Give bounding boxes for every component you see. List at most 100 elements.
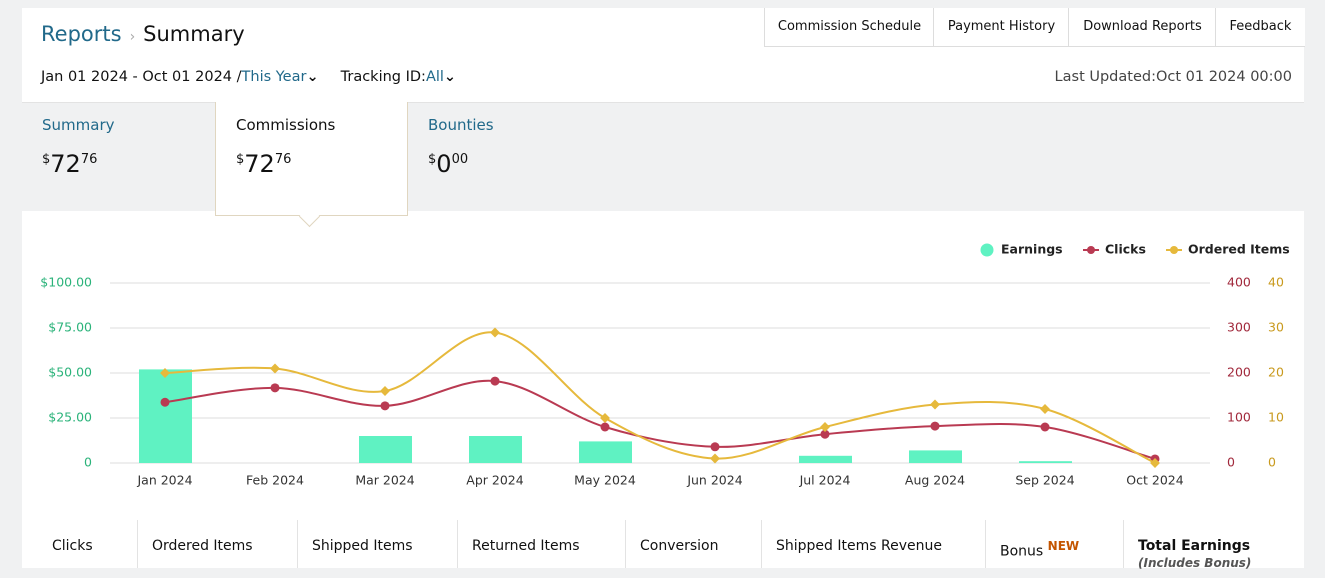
point	[270, 363, 280, 374]
card-label: Bounties	[428, 116, 494, 134]
y3-tick-label: 0	[1268, 455, 1276, 470]
point	[1040, 422, 1050, 432]
currency: $	[236, 152, 245, 167]
period-select[interactable]: This Year	[241, 69, 307, 85]
total-label: Total Earnings	[1138, 538, 1251, 554]
point	[490, 327, 500, 338]
y3-tick-label: 20	[1268, 365, 1284, 380]
point	[820, 422, 830, 432]
card-amount: $7276	[42, 150, 97, 178]
card-label: Summary	[42, 116, 115, 134]
table-header: Shipped Items Revenue	[762, 520, 986, 568]
x-tick-label: Sep 2024	[1015, 473, 1074, 488]
toolbar-button[interactable]: Payment History	[933, 8, 1069, 47]
table-header: Shipped Items	[298, 520, 458, 568]
table-header: Total Earnings (Includes Bonus)	[1124, 520, 1304, 570]
point	[710, 442, 720, 452]
point	[1040, 404, 1050, 414]
x-tick-label: Jul 2024	[799, 473, 851, 488]
point	[600, 422, 610, 432]
table-header: Ordered Items	[138, 520, 298, 568]
y2-tick-label: 200	[1227, 365, 1251, 380]
x-tick-label: Mar 2024	[355, 473, 414, 488]
y2-tick-label: 0	[1227, 455, 1235, 470]
legend-swatch	[980, 243, 994, 257]
point	[600, 413, 610, 423]
panel	[22, 8, 1304, 568]
bonus-label: Bonus	[1000, 543, 1044, 560]
card-amount: $000	[428, 150, 468, 178]
bar	[359, 436, 412, 463]
legend-label: Clicks	[1105, 242, 1146, 257]
card[interactable]: Summary $7276	[22, 102, 215, 216]
x-tick-label: Jun 2024	[686, 473, 742, 488]
currency: $	[42, 152, 51, 167]
toolbar-button[interactable]: Commission Schedule	[764, 8, 934, 47]
card[interactable]: Bounties $000	[408, 102, 601, 216]
point	[820, 429, 830, 439]
bar	[799, 455, 852, 463]
tracking-select[interactable]: All	[425, 69, 444, 85]
cents: 00	[451, 152, 469, 167]
bar	[469, 436, 522, 463]
legend-swatch	[1170, 246, 1178, 254]
legend-swatch	[1087, 246, 1095, 254]
chart: 0 $25.00 $50.00 $75.00 $100.00 0 100 200 300 400 0…	[40, 242, 1290, 488]
y2-tick-label: 300	[1227, 320, 1251, 335]
point	[160, 397, 170, 407]
breadcrumb: Reports › Summary	[41, 22, 245, 46]
toolbar-button[interactable]: Download Reports	[1068, 8, 1216, 47]
point	[380, 401, 390, 411]
y-tick-label: $75.00	[48, 320, 92, 335]
point	[270, 383, 280, 393]
card-label: Commissions	[236, 116, 336, 134]
x-tick-label: Oct 2024	[1126, 473, 1183, 488]
date-range: Jan 01 2024 - Oct 01 2024 /	[41, 69, 242, 85]
y3-tick-label: 30	[1268, 320, 1284, 335]
bar	[1019, 461, 1072, 463]
legend-label: Ordered Items	[1188, 242, 1290, 257]
y2-tick-label: 100	[1227, 410, 1251, 425]
y-tick-label: $100.00	[40, 275, 92, 290]
point	[1150, 458, 1160, 468]
x-tick-label: Jan 2024	[136, 473, 192, 488]
point	[160, 368, 170, 378]
page-title: Summary	[143, 22, 245, 46]
line	[164, 379, 1156, 460]
currency: $	[428, 152, 437, 167]
y2-tick-label: 400	[1227, 275, 1251, 290]
point	[490, 376, 500, 386]
point	[930, 421, 940, 431]
breadcrumb-link[interactable]: Reports	[41, 22, 122, 46]
table-header: Conversion	[626, 520, 762, 568]
table-header: Bonus NEW	[986, 520, 1124, 568]
table-header: Returned Items	[458, 520, 626, 568]
x-tick-label: Feb 2024	[246, 473, 304, 488]
legend-label: Earnings	[1001, 242, 1063, 257]
point	[930, 399, 940, 410]
point	[710, 453, 720, 464]
total-note: (Includes Bonus)	[1138, 556, 1252, 570]
card-amount: $7276	[236, 150, 291, 178]
table-header: Clicks	[38, 520, 138, 568]
x-tick-label: May 2024	[574, 473, 636, 488]
bar	[139, 369, 192, 463]
cents: 76	[274, 152, 292, 167]
y-tick-label: $25.00	[48, 410, 92, 425]
tracking-label: Tracking ID:	[340, 69, 426, 85]
x-tick-label: Apr 2024	[466, 473, 523, 488]
whole: 72	[244, 150, 275, 178]
x-tick-label: Aug 2024	[905, 473, 965, 488]
card-selected[interactable]: Commissions $7276	[215, 102, 408, 216]
filters: Jan 01 2024 - Oct 01 2024 /This Year⌄ Tra…	[41, 69, 457, 85]
point	[380, 386, 390, 396]
y3-tick-label: 10	[1268, 410, 1284, 425]
bar	[579, 441, 632, 463]
cents: 76	[80, 152, 98, 167]
y-tick-label: 0	[84, 455, 92, 470]
new-badge: NEW	[1047, 539, 1080, 553]
y3-tick-label: 40	[1268, 275, 1284, 290]
toolbar-button[interactable]: Feedback	[1215, 8, 1305, 47]
last-updated: Last Updated:Oct 01 2024 00:00	[1054, 69, 1292, 85]
